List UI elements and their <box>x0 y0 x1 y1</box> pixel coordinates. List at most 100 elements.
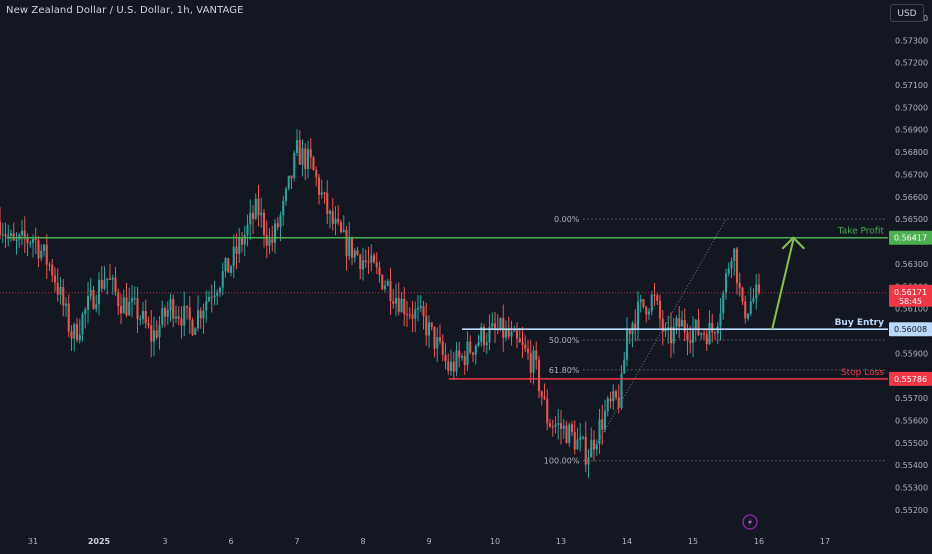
candle-body <box>441 341 444 356</box>
price-tick-label: 0.55500 <box>895 439 928 448</box>
candle-body <box>694 319 697 330</box>
currency-button[interactable]: USD <box>890 4 924 22</box>
time-tick-label: 17 <box>820 537 830 546</box>
candle-body <box>389 280 392 302</box>
candle-body <box>606 398 609 412</box>
buy-entry-price-tag <box>889 322 932 337</box>
candle-body <box>202 310 205 319</box>
candle-body <box>551 426 554 428</box>
candle-body <box>62 286 65 306</box>
candle-body <box>691 329 695 343</box>
price-tick-label: 0.57300 <box>895 36 928 45</box>
candle-body <box>53 275 57 283</box>
candle-body <box>106 278 109 281</box>
candle-body <box>152 330 156 342</box>
candle-body <box>562 425 565 429</box>
candle-body <box>141 310 145 319</box>
candle-body <box>188 307 191 320</box>
candle-body <box>139 318 142 320</box>
take-profit-price-tag <box>889 230 932 245</box>
candle-body <box>746 313 750 319</box>
candle-body <box>598 419 601 444</box>
candle-body <box>653 294 656 296</box>
candle-body <box>370 255 373 262</box>
candle-body <box>177 316 180 319</box>
candle-body <box>452 361 455 372</box>
buy-entry-price-tag-text: 0.56008 <box>894 325 927 334</box>
candle-body <box>56 282 59 295</box>
candle-body <box>282 200 285 216</box>
candle-body <box>67 303 70 332</box>
candle-body <box>172 299 175 319</box>
candle-body <box>128 301 131 316</box>
take-profit-price-tag-text: 0.56417 <box>894 234 927 243</box>
candle-body <box>339 222 343 232</box>
candle-body <box>26 238 29 243</box>
candle-body <box>108 278 112 280</box>
time-tick-label: 15 <box>688 537 698 546</box>
fib-level-label: 0.00% <box>554 215 580 224</box>
candle-body <box>757 284 761 293</box>
symbol-title: New Zealand Dollar / U.S. Dollar, 1h, VA… <box>6 5 244 16</box>
candle-body <box>331 211 334 224</box>
price-tick-label: 0.55900 <box>895 349 928 358</box>
candle-body <box>312 157 315 170</box>
candle-body <box>614 391 618 398</box>
candle-body <box>271 239 274 243</box>
fib-level-label: 50.00% <box>549 336 580 345</box>
candle-body <box>444 355 447 362</box>
candle-body <box>559 423 563 429</box>
candle-body <box>97 279 101 305</box>
candle-body <box>205 301 208 311</box>
candle-body <box>397 297 400 313</box>
fib-level-label: 100.00% <box>544 457 580 466</box>
candle-body <box>251 212 255 219</box>
candle-body <box>458 350 461 358</box>
candle-body <box>460 355 464 358</box>
price-tick-label: 0.57100 <box>895 81 928 90</box>
candle-body <box>298 140 301 165</box>
candle-body <box>15 239 18 241</box>
candle-body <box>628 329 631 335</box>
candle-body <box>111 277 114 280</box>
candle-body <box>73 324 76 339</box>
candle-body <box>601 419 604 430</box>
candle-body <box>565 425 568 444</box>
candle-body <box>334 218 337 224</box>
time-tick-label: 9 <box>426 537 431 546</box>
candle-body <box>353 250 356 258</box>
fibonacci-retracement[interactable]: 0.00% 50.00% 61.80% 100.00% <box>544 215 885 466</box>
candle-body <box>680 320 684 327</box>
candle-body <box>147 323 150 326</box>
candle-body <box>411 314 414 319</box>
candle-body <box>92 289 95 309</box>
time-tick-label: 3 <box>162 537 167 546</box>
candle-body <box>623 359 626 374</box>
candle-body <box>438 337 442 342</box>
candle-body <box>526 348 530 354</box>
time-tick-label: 14 <box>622 537 632 546</box>
candle-body <box>433 326 436 349</box>
time-tick-label: 7 <box>294 537 299 546</box>
price-levels[interactable]: Take Profit Buy Entry Stop Loss <box>0 227 888 380</box>
buy-entry-label: Buy Entry <box>835 318 885 328</box>
candle-body <box>702 333 706 335</box>
candle-body <box>42 244 46 251</box>
candle-body <box>4 234 7 237</box>
candle-body <box>414 309 417 319</box>
candle-body <box>570 424 574 433</box>
candle-body <box>727 268 730 274</box>
candle-body <box>584 436 587 465</box>
candle-body <box>320 192 323 195</box>
candle-body <box>518 338 521 343</box>
candle-body <box>64 303 68 306</box>
candle-body <box>419 305 422 308</box>
candle-body <box>504 328 508 338</box>
candle-body <box>114 277 117 292</box>
candle-body <box>293 153 296 179</box>
candle-body <box>180 318 183 326</box>
candle-body <box>194 328 197 335</box>
candle-body <box>524 344 527 349</box>
